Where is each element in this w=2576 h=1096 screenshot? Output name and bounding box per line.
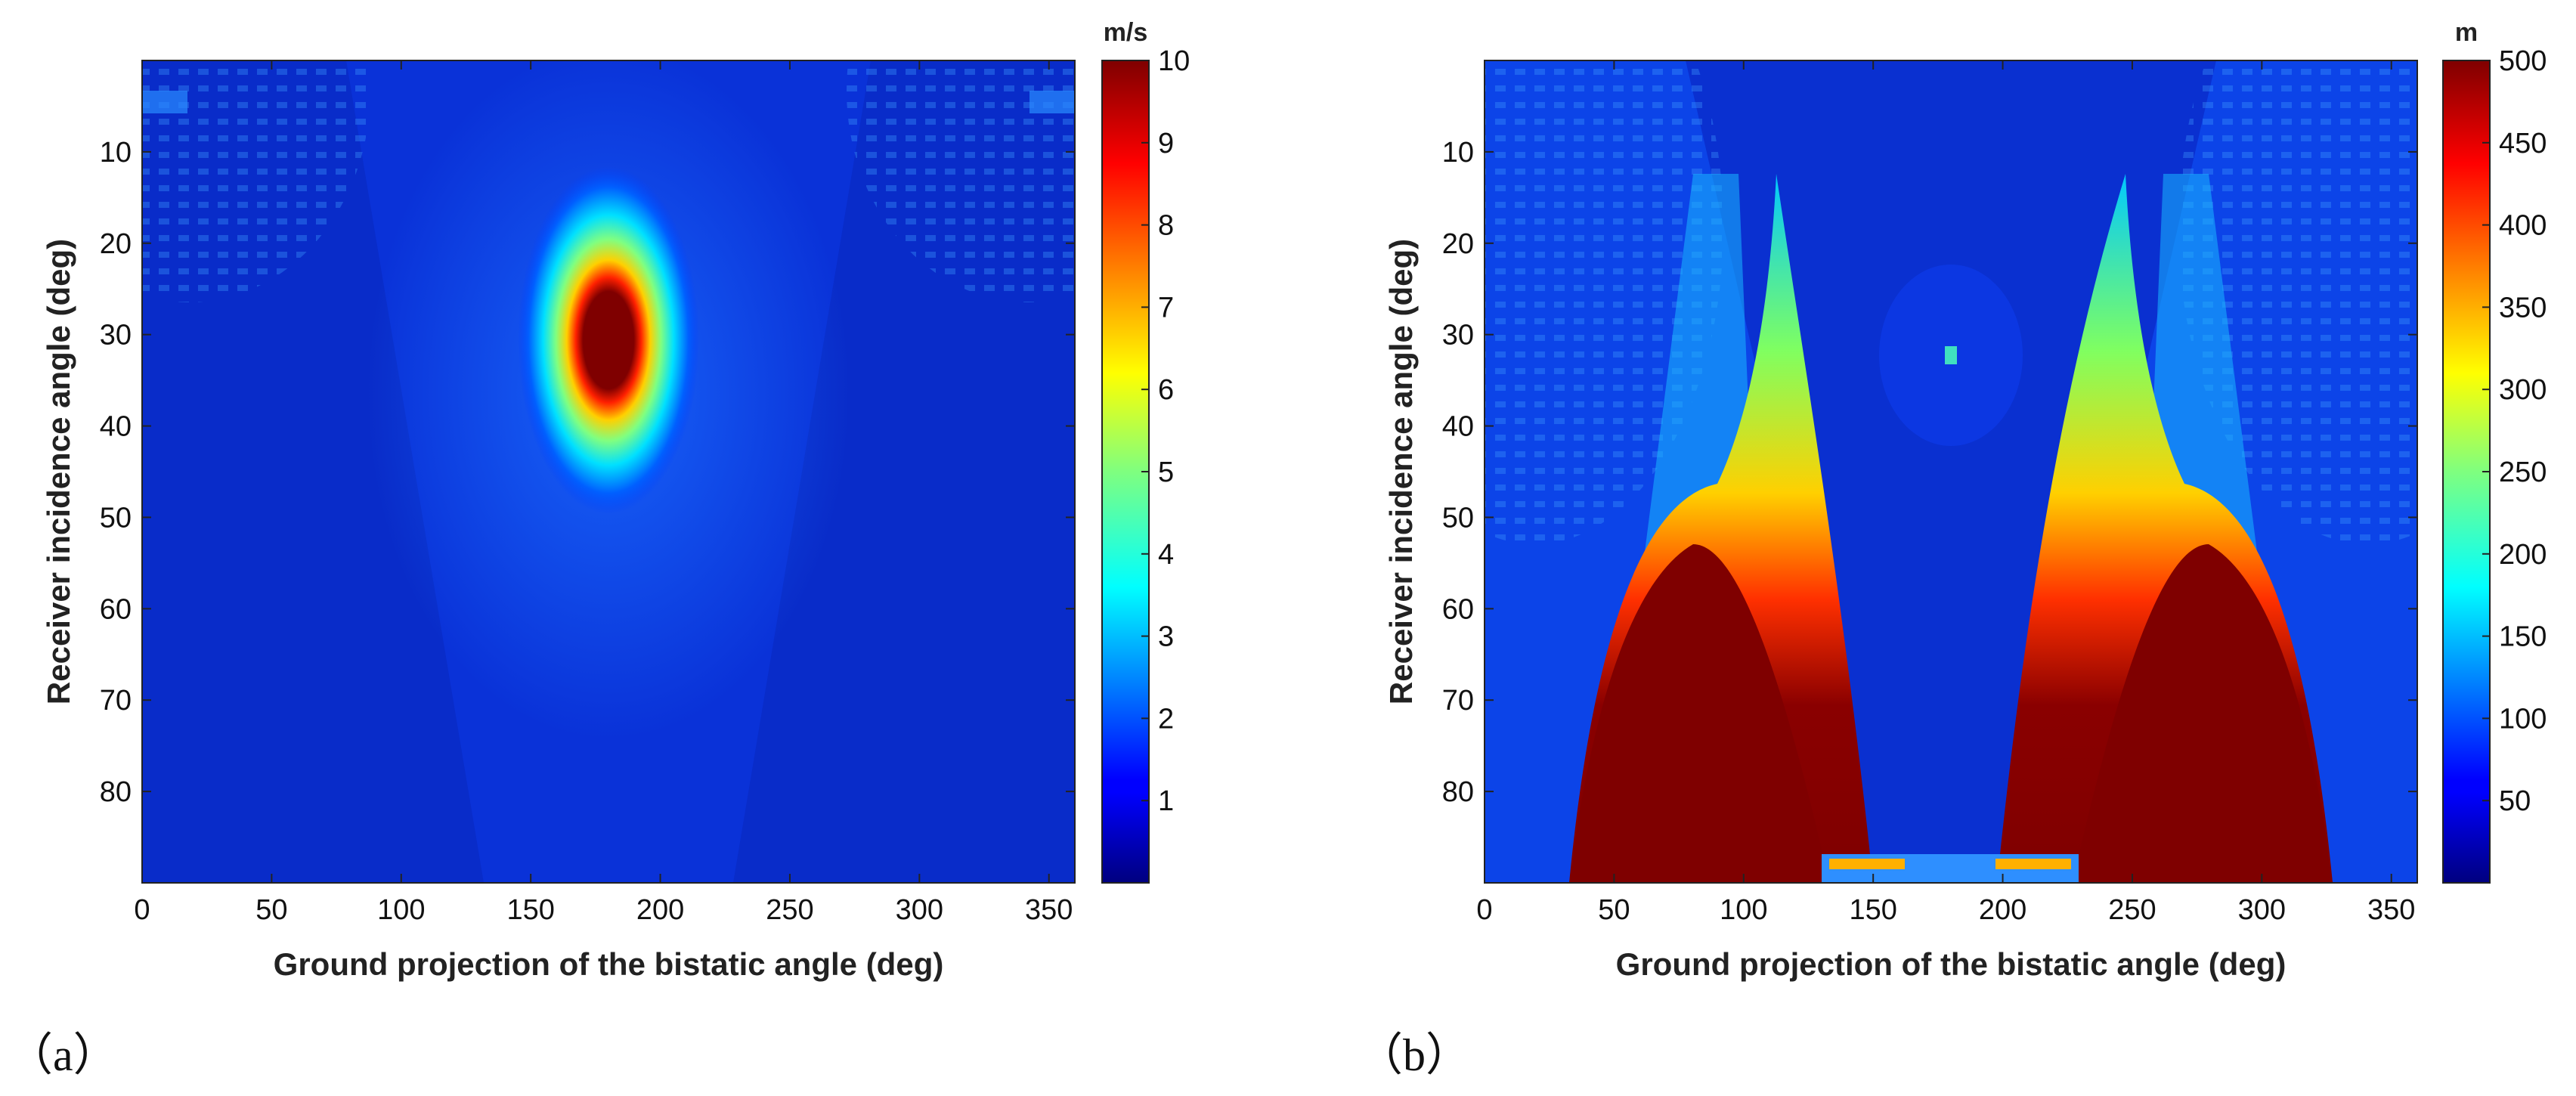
- heatmap-a-ytick-label: 10: [100, 137, 132, 169]
- panel-label-a: （a）: [8, 1030, 119, 1080]
- heatmap-b-xtick-label: 250: [2108, 894, 2156, 926]
- colorbar-a-tick-label: 3: [1158, 621, 1174, 653]
- heatmap-b-ytick-label: 70: [1442, 685, 1474, 717]
- heatmap-b-xtick-label: 300: [2238, 894, 2286, 926]
- heatmap-b-ytick-label: 50: [1442, 502, 1474, 534]
- heatmap-a-xtick-label: 250: [766, 894, 813, 926]
- panel-label-b: （b）: [1358, 1030, 1471, 1080]
- colorbar-a-tick-label: 1: [1158, 785, 1174, 817]
- heatmap-a-xtick-label: 200: [636, 894, 684, 926]
- heatmap-b-ytick-label: 80: [1442, 776, 1474, 808]
- colorbar-a-tick-label: 10: [1158, 45, 1190, 77]
- colorbar-a-ticks: 1 2 3 4 5 6 7 8 9 10: [1141, 45, 1190, 817]
- colorbar-a: [1101, 60, 1150, 884]
- colorbar-a-tick-label: 8: [1158, 210, 1174, 242]
- colorbar-a-tick-label: 7: [1158, 292, 1174, 324]
- heatmap-b-frame: [1484, 60, 2418, 884]
- heatmap-a-xtick-label: 100: [377, 894, 425, 926]
- colorbar-a-tick-label: 9: [1158, 128, 1174, 159]
- heatmap-a-xtick-label: 50: [255, 894, 287, 926]
- colorbar-b-tick-label: 300: [2499, 374, 2547, 406]
- colorbar-a-unit: m/s: [1104, 18, 1148, 47]
- heatmap-b-xtick-label: 0: [1476, 894, 1492, 926]
- colorbar-a-tick-label: 4: [1158, 539, 1174, 571]
- heatmap-a-axes: 0 50 100 150 200 250 300 350 10 20 30 40 50 60 70 80: [100, 60, 1075, 926]
- colorbar-b-tick-label: 150: [2499, 621, 2547, 653]
- heatmap-b-xlabel: Ground projection of the bistatic angle …: [1616, 946, 2287, 982]
- colorbar-a-tick-label: 6: [1158, 374, 1174, 406]
- colorbar-b-tick-label: 50: [2499, 785, 2531, 817]
- heatmap-a-frame: [141, 60, 1076, 884]
- heatmap-b-ylabel: Receiver incidence angle (deg): [1383, 239, 1419, 704]
- heatmap-b-xtick-label: 150: [1849, 894, 1896, 926]
- colorbar-b-tick-label: 350: [2499, 292, 2547, 324]
- heatmap-b-ytick-label: 10: [1442, 137, 1474, 169]
- heatmap-b-field: [1485, 60, 2417, 883]
- heatmap-a-xtick-label: 300: [896, 894, 943, 926]
- heatmap-a-ylabel: Receiver incidence angle (deg): [41, 239, 76, 704]
- heatmap-a-ytick-label: 80: [100, 776, 132, 808]
- heatmap-a-xtick-label: 350: [1025, 894, 1073, 926]
- heatmap-b: 0 50 100 150 200 250 300 350 10 20 30 40 50 60 70 80 Gr…: [1358, 18, 2547, 1080]
- colorbar-a-tick-label: 5: [1158, 457, 1174, 488]
- colorbar-b: [2442, 60, 2491, 884]
- heatmap-a-ytick-label: 60: [100, 593, 132, 625]
- heatmap-a-xtick-label: 150: [506, 894, 554, 926]
- heatmap-b-axes: 0 50 100 150 200 250 300 350 10 20 30 40 50 60 70 80: [1442, 60, 2417, 926]
- colorbar-b-tick-label: 100: [2499, 703, 2547, 735]
- heatmap-b-ytick-label: 20: [1442, 228, 1474, 260]
- heatmap-b-xtick-label: 50: [1598, 894, 1630, 926]
- heatmap-a-xlabel: Ground projection of the bistatic angle …: [274, 946, 944, 982]
- heatmap-b-ytick-label: 40: [1442, 411, 1474, 443]
- heatmap-b-ytick-label: 60: [1442, 593, 1474, 625]
- heatmap-b-xtick-label: 100: [1720, 894, 1767, 926]
- heatmap-a: 0 50 100 150 200 250 300 350 10 20 30 40 50 60 70 80 Gr…: [8, 18, 1190, 1080]
- colorbar-b-tick-label: 200: [2499, 539, 2547, 571]
- colorbar-b-tick-label: 400: [2499, 210, 2547, 242]
- colorbar-b-tick-label: 500: [2499, 45, 2547, 77]
- heatmap-b-xtick-label: 350: [2367, 894, 2415, 926]
- colorbar-b-ticks: 50 100 150 200 250 300 350 400 450 500: [2482, 45, 2547, 817]
- heatmap-a-ytick-label: 30: [100, 320, 132, 351]
- heatmap-a-ytick-label: 70: [100, 685, 132, 717]
- heatmap-a-field: [142, 60, 1075, 883]
- heatmap-a-ytick-label: 40: [100, 411, 132, 443]
- colorbar-b-unit: m: [2455, 18, 2478, 47]
- heatmap-b-xtick-label: 200: [1979, 894, 2026, 926]
- colorbar-a-tick-label: 2: [1158, 703, 1174, 735]
- heatmap-a-ytick-label: 20: [100, 228, 132, 260]
- colorbar-b-tick-label: 450: [2499, 128, 2547, 159]
- heatmap-a-ytick-label: 50: [100, 502, 132, 534]
- heatmap-a-xtick-label: 0: [134, 894, 150, 926]
- colorbar-b-tick-label: 250: [2499, 457, 2547, 488]
- heatmap-b-ytick-label: 30: [1442, 320, 1474, 351]
